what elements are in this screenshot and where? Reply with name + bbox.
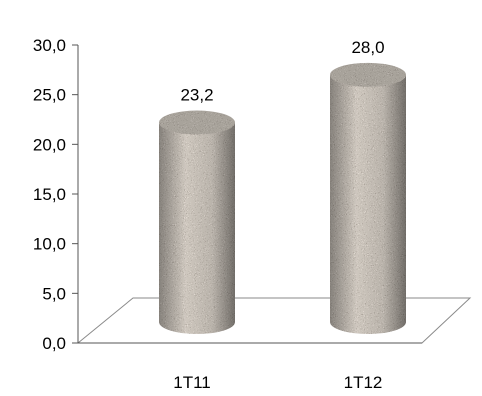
cylinder-bar (330, 62, 406, 334)
labels-group: 23,2 1T11 28,0 1T12 (173, 38, 384, 392)
y-tick-label: 10,0 (33, 235, 66, 254)
bars-group (159, 62, 406, 335)
chart-floor (76, 297, 472, 344)
cylinder-shading (159, 122, 235, 335)
category-label: 1T11 (173, 373, 211, 392)
y-tick-label: 25,0 (33, 86, 66, 105)
category-label: 1T12 (344, 373, 383, 392)
y-axis: 0,0 5,0 10,0 15,0 20,0 25,0 30,0 (33, 36, 422, 353)
y-tick-label: 20,0 (33, 135, 66, 154)
floor-plane (76, 297, 472, 344)
y-tick-label: 30,0 (33, 36, 66, 55)
cylinder-top (330, 62, 406, 87)
y-tick-label: 5,0 (42, 284, 66, 303)
data-label: 28,0 (351, 38, 384, 57)
y-tick-label: 15,0 (33, 185, 66, 204)
cylinder-bar (159, 110, 235, 335)
cylinder-shading (330, 74, 406, 334)
cylinder-top-shade (159, 110, 235, 135)
y-tick-label: 0,0 (42, 334, 66, 353)
cylinder-top-shade (330, 62, 406, 87)
cylinder-top (159, 110, 235, 135)
data-label: 23,2 (180, 86, 213, 105)
